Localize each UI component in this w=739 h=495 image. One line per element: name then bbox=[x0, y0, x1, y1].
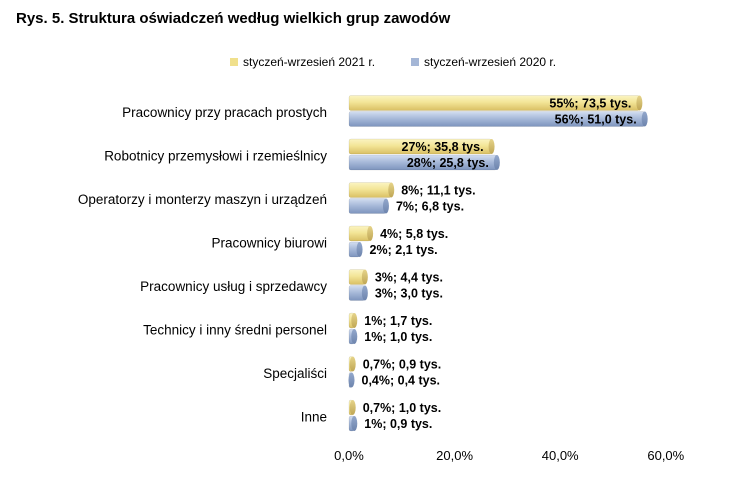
bar-2020 bbox=[348, 285, 368, 301]
category-label: Pracownicy usług i sprzedawcy bbox=[140, 279, 327, 294]
value-label-2021: 27%; 35,8 tys. bbox=[402, 140, 484, 154]
value-label-2021: 8%; 11,1 tys. bbox=[401, 184, 475, 198]
value-label-2021: 1%; 1,7 tys. bbox=[364, 314, 432, 328]
category-label: Specjaliści bbox=[263, 366, 327, 381]
bar-cap bbox=[349, 400, 356, 415]
legend-swatch-2020 bbox=[411, 58, 419, 66]
bar-body bbox=[348, 198, 387, 214]
bar-cap bbox=[382, 198, 389, 214]
category-label: Inne bbox=[301, 410, 327, 425]
x-tick-label: 0,0% bbox=[334, 448, 364, 463]
value-label-2020: 28%; 25,8 tys. bbox=[407, 156, 489, 170]
bar-cap bbox=[641, 111, 648, 127]
x-tick-label: 20,0% bbox=[436, 448, 473, 463]
value-label-2020: 1%; 1,0 tys. bbox=[364, 330, 432, 344]
value-label-2020: 1%; 0,9 tys. bbox=[364, 417, 432, 431]
bar-2021 bbox=[348, 269, 368, 285]
value-label-2021: 0,7%; 0,9 tys. bbox=[363, 358, 442, 372]
bar-2021 bbox=[348, 95, 643, 111]
value-label-2021: 4%; 5,8 tys. bbox=[380, 227, 448, 241]
bar-2020 bbox=[348, 154, 500, 171]
bar-cap bbox=[636, 95, 643, 111]
bar-2021 bbox=[348, 312, 358, 329]
legend-swatch-2021 bbox=[230, 58, 238, 66]
bar-body bbox=[348, 225, 371, 242]
bar-cap bbox=[351, 329, 358, 344]
x-tick-label: 60,0% bbox=[647, 448, 684, 463]
bar-cap bbox=[488, 139, 495, 154]
bar-2021 bbox=[348, 138, 495, 155]
bar-cap bbox=[361, 269, 368, 285]
legend-item-2021: styczeń-wrzesień 2021 r. bbox=[230, 55, 375, 69]
bar-2021 bbox=[348, 182, 395, 198]
category-label: Operatorzy i monterzy maszyn i urządzeń bbox=[78, 192, 327, 207]
bar-cap bbox=[349, 356, 356, 372]
value-label-2020: 3%; 3,0 tys. bbox=[375, 287, 443, 301]
value-label-2021: 0,7%; 1,0 tys. bbox=[363, 401, 442, 415]
bar-cap bbox=[356, 242, 363, 257]
chart-title: Rys. 5. Struktura oświadczeń według wiel… bbox=[16, 10, 451, 27]
legend-item-2020: styczeń-wrzesień 2020 r. bbox=[411, 55, 556, 69]
category-label: Pracownicy przy pracach prostych bbox=[122, 105, 327, 120]
bar-cap bbox=[361, 285, 368, 301]
bar-body bbox=[348, 182, 392, 198]
bar-cap bbox=[388, 182, 395, 198]
value-label-2021: 3%; 4,4 tys. bbox=[375, 271, 443, 285]
bar-2020 bbox=[348, 372, 355, 388]
bar-cap bbox=[351, 313, 358, 328]
category-label: Pracownicy biurowi bbox=[211, 236, 327, 251]
bar-2021 bbox=[348, 225, 374, 242]
legend-label-2020: styczeń-wrzesień 2020 r. bbox=[424, 55, 557, 69]
bar-2021 bbox=[348, 356, 356, 372]
value-label-2020: 0,4%; 0,4 tys. bbox=[362, 374, 441, 388]
value-label-2020: 7%; 6,8 tys. bbox=[396, 200, 464, 214]
bar-cap bbox=[348, 372, 355, 388]
bar-2020 bbox=[348, 241, 363, 258]
value-label-2021: 55%; 73,5 tys. bbox=[549, 97, 631, 111]
bar-2020 bbox=[348, 198, 389, 214]
category-label: Technicy i inny średni personel bbox=[143, 323, 327, 338]
x-tick-label: 40,0% bbox=[542, 448, 579, 463]
category-label: Robotnicy przemysłowi i rzemieślnicy bbox=[104, 149, 327, 164]
value-label-2020: 56%; 51,0 tys. bbox=[555, 113, 637, 127]
legend-label-2021: styczeń-wrzesień 2021 r. bbox=[243, 55, 376, 69]
bar-2020 bbox=[348, 415, 358, 432]
bar-2020 bbox=[348, 111, 648, 127]
bar-cap bbox=[351, 416, 358, 431]
bar-cap bbox=[493, 155, 500, 170]
bar-cap bbox=[367, 226, 374, 241]
chart-legend: styczeń-wrzesień 2021 r. styczeń-wrzesie… bbox=[0, 55, 739, 71]
bar-2020 bbox=[348, 328, 358, 345]
value-label-2020: 2%; 2,1 tys. bbox=[370, 243, 438, 257]
bar-2021 bbox=[348, 399, 356, 416]
